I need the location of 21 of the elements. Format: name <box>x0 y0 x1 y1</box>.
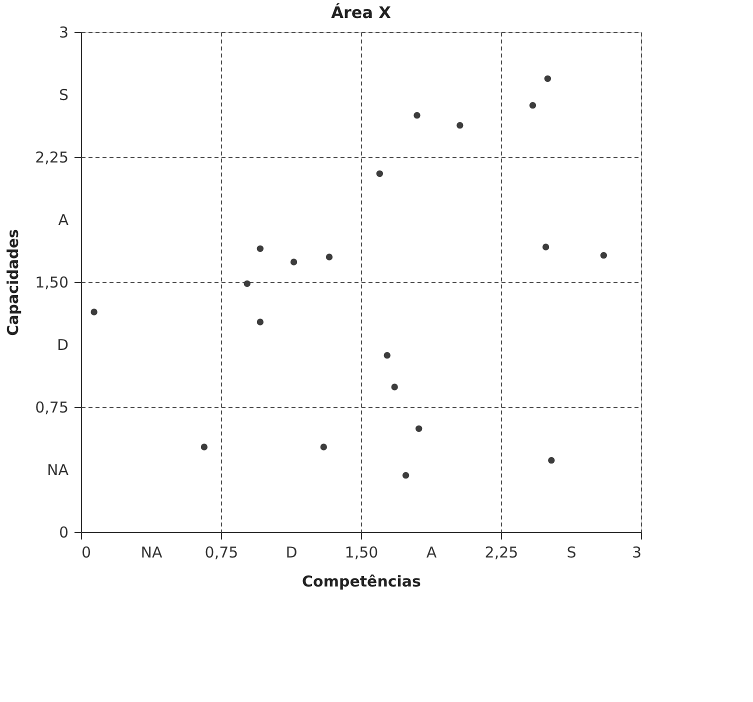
x-tick-label: D <box>286 544 298 562</box>
y-tick-label: NA <box>47 461 70 479</box>
y-tick-label: A <box>58 211 70 229</box>
x-tick-label: 0,75 <box>204 544 238 562</box>
x-tick-label: NA <box>140 544 163 562</box>
x-tick-label: A <box>426 544 438 562</box>
y-tick-label: 2,25 <box>35 148 68 166</box>
y-tick-label: D <box>56 336 68 354</box>
y-tick-label: 3 <box>58 24 68 42</box>
y-tick-label: S <box>58 86 68 104</box>
y-axis-title: Capacidades <box>4 229 22 336</box>
y-tick-label: 1,50 <box>35 274 68 292</box>
chart-title: Área X <box>331 3 392 22</box>
y-tick-label: 0,75 <box>35 398 68 416</box>
x-axis-title: Competências <box>302 572 422 590</box>
x-tick-label: 2,25 <box>484 544 518 562</box>
x-tick-label: 0 <box>82 544 92 562</box>
x-tick-label: S <box>566 544 576 562</box>
y-tick-label: 0 <box>58 524 68 542</box>
x-tick-label: 3 <box>632 544 642 562</box>
x-tick-label: 1,50 <box>344 544 378 562</box>
